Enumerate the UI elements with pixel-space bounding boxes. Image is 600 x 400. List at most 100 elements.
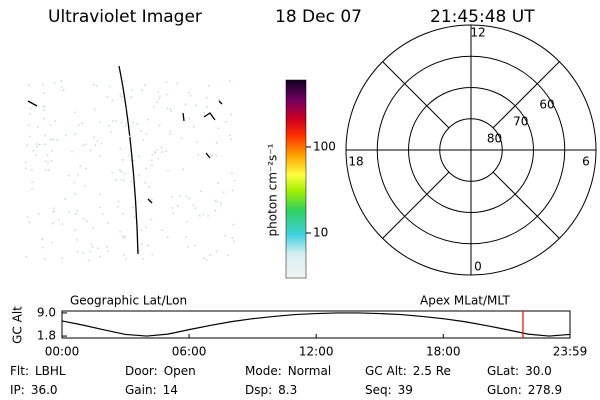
image-line: [118, 65, 139, 255]
image-pixel: [123, 254, 126, 256]
image-pixel: [138, 174, 140, 177]
image-pixel: [86, 220, 88, 223]
mlt-label: 12: [470, 26, 485, 40]
y-tick-label: 9.0: [37, 305, 56, 319]
image-pixel: [142, 139, 145, 141]
image-pixel: [145, 226, 147, 229]
info-value: 2.5 Re: [413, 364, 451, 378]
image-pixel: [179, 195, 181, 197]
image-pixel: [157, 157, 159, 160]
image-pixel: [231, 172, 233, 175]
image-pixel: [187, 92, 190, 94]
x-tick-label: 06:00: [172, 345, 207, 359]
image-pixel: [145, 133, 148, 135]
image-pixel: [166, 93, 168, 96]
image-pixel: [76, 239, 78, 241]
image-pixel: [92, 136, 95, 139]
image-pixel: [197, 154, 200, 156]
image-pixel: [219, 204, 222, 206]
image-pixel: [199, 215, 201, 217]
image-pixel: [26, 144, 28, 147]
image-pixel: [92, 83, 95, 86]
image-pixel: [141, 89, 143, 91]
image-pixel: [171, 196, 173, 198]
image-pixel: [226, 254, 229, 257]
image-pixel: [202, 213, 205, 216]
date: 18 Dec 07: [275, 7, 362, 27]
image-pixel: [48, 169, 50, 171]
image-pixel: [172, 212, 174, 215]
image-line: [218, 100, 223, 105]
info-value: 14: [163, 383, 178, 397]
image-pixel: [76, 210, 79, 212]
image-pixel: [187, 246, 189, 248]
image-pixel: [217, 127, 220, 130]
image-pixel: [112, 120, 114, 122]
image-pixel: [176, 82, 178, 85]
image-pixel: [28, 112, 31, 115]
image-pixel: [214, 209, 217, 212]
image-pixel: [158, 124, 161, 127]
image-pixel: [53, 82, 56, 84]
image-pixel: [123, 80, 126, 83]
image-pixel: [140, 130, 142, 132]
image-pixel: [36, 143, 38, 145]
image-pixel: [60, 80, 63, 82]
image-pixel: [151, 164, 153, 166]
image-pixel: [25, 161, 27, 163]
image-pixel: [92, 227, 94, 229]
image-pixel: [117, 206, 119, 208]
image-pixel: [167, 169, 169, 172]
image-pixel: [196, 141, 198, 143]
info-value: 39: [398, 383, 413, 397]
info-item: IP: 36.0: [10, 383, 58, 397]
colorbar: [285, 79, 307, 279]
image-pixel: [38, 144, 41, 146]
image-pixel: [73, 181, 76, 184]
image-pixel: [224, 234, 226, 237]
image-pixel: [123, 179, 125, 182]
latitude-label: 80: [487, 131, 502, 145]
image-pixel: [42, 105, 45, 108]
image-pixel: [71, 150, 73, 153]
image-pixel: [188, 117, 190, 120]
image-pixel: [110, 131, 112, 133]
image-pixel: [35, 154, 37, 156]
image-pixel: [130, 180, 132, 183]
image-pixel: [206, 106, 208, 108]
image-pixel: [165, 81, 168, 83]
mlt-diagonal: [382, 171, 450, 239]
image-pixel: [38, 213, 40, 215]
image-pixel: [74, 193, 76, 195]
latitude-label: 60: [539, 97, 554, 111]
image-pixel: [56, 139, 59, 141]
image-pixel: [132, 206, 134, 208]
image-pixel: [75, 213, 77, 215]
image-pixel: [169, 133, 172, 135]
info-item: GC Alt: 2.5 Re: [365, 364, 451, 378]
latitude-label: 70: [513, 114, 528, 128]
image-pixel: [97, 247, 100, 249]
image-pixel: [200, 190, 202, 193]
info-value: 30.0: [525, 364, 552, 378]
image-pixel: [42, 83, 45, 86]
image-pixel: [147, 244, 150, 246]
image-pixel: [184, 103, 187, 106]
image-pixel: [27, 124, 30, 126]
image-pixel: [51, 222, 54, 225]
info-value: Open: [164, 364, 196, 378]
image-pixel: [156, 149, 158, 151]
image-pixel: [99, 206, 101, 209]
image-pixel: [58, 219, 60, 221]
mlt-label: 18: [348, 155, 363, 169]
image-pixel: [118, 200, 120, 203]
image-pixel: [68, 211, 70, 213]
info-value: 278.9: [528, 383, 562, 397]
image-pixel: [159, 95, 161, 97]
image-pixel: [115, 179, 117, 181]
image-pixel: [92, 246, 94, 248]
image-pixel: [84, 185, 86, 187]
info-label: IP:: [10, 383, 25, 397]
image-pixel: [192, 204, 195, 207]
image-pixel: [49, 139, 51, 141]
